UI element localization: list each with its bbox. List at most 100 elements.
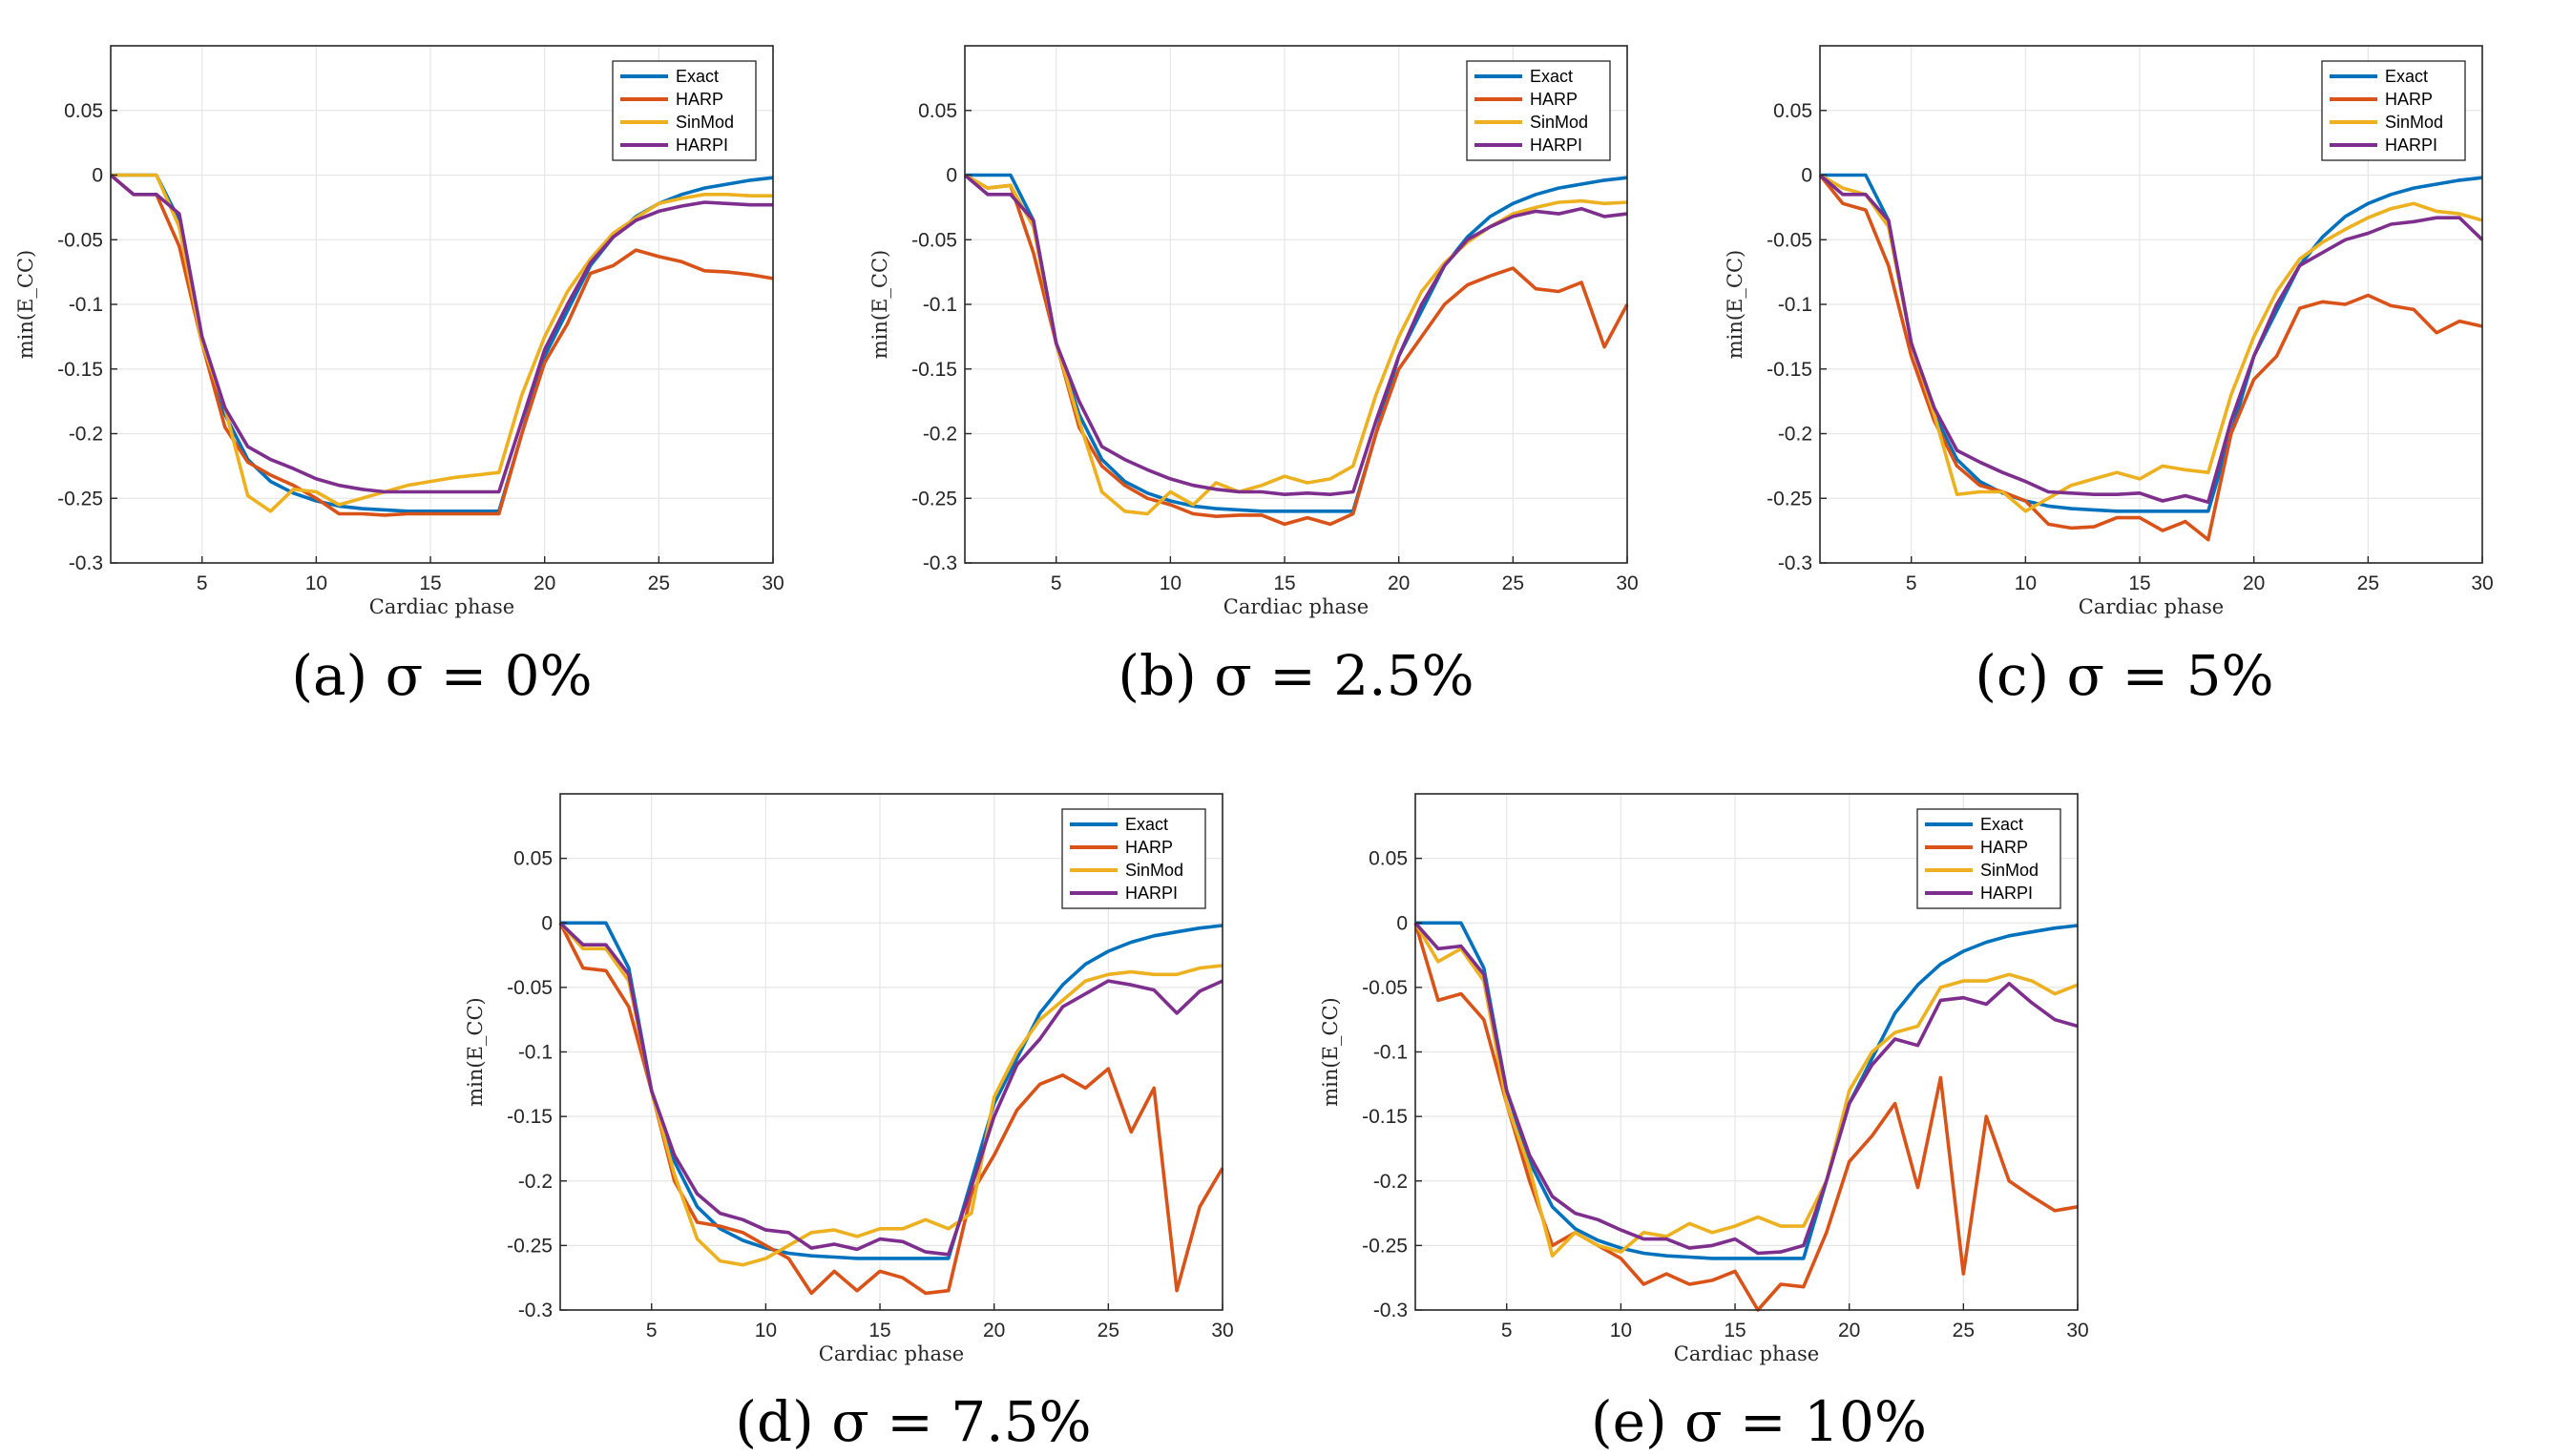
series-line-harpi <box>1413 922 2079 1256</box>
x-tick-label: 20 <box>533 572 555 594</box>
x-tick-label: 30 <box>2471 572 2493 594</box>
y-tick-label: -0.05 <box>1767 229 1812 251</box>
chart-panel-1: 5 10 15 20 25 30 -0.3 -0.25 -0.2 -0.15 -0.1 -0.05 0 0… <box>868 45 1639 708</box>
y-tick-label: -0.05 <box>57 229 103 251</box>
y-tick-label: -0.1 <box>69 294 103 316</box>
y-axis-label: min(E_CC) <box>464 997 487 1107</box>
series-line-harpi <box>963 174 1628 497</box>
y-tick-label: -0.25 <box>507 1235 553 1257</box>
y-tick-label: 0.05 <box>64 100 103 122</box>
y-tick-label: -0.3 <box>1373 1300 1408 1321</box>
y-tick-label: -0.15 <box>1362 1106 1408 1128</box>
legend-entry-sinmod: SinMod <box>1125 861 1183 880</box>
y-tick-label: -0.05 <box>1362 977 1408 999</box>
y-tick-label: -0.15 <box>57 359 103 381</box>
legend-entry-exact: Exact <box>2385 67 2428 86</box>
x-tick-label: 15 <box>2128 572 2150 594</box>
legend: Exact HARP SinMod HARPI <box>2321 60 2466 161</box>
x-axis-label: Cardiac phase <box>1674 1342 1819 1365</box>
y-tick-label: -0.15 <box>507 1106 553 1128</box>
series-line-harp <box>1413 922 2079 1312</box>
panel-caption: (b) σ = 2.5% <box>1118 643 1474 708</box>
y-tick-label: -0.15 <box>1767 359 1812 381</box>
legend: Exact HARP SinMod HARPI <box>1916 808 2061 909</box>
y-tick-label: 0.05 <box>918 100 957 122</box>
legend: Exact HARP SinMod HARPI <box>612 60 757 161</box>
y-tick-label: -0.2 <box>69 424 103 446</box>
x-tick-label: 20 <box>983 1320 1005 1342</box>
legend-entry-harpi: HARPI <box>1125 884 1178 903</box>
legend-entry-sinmod: SinMod <box>1530 113 1588 132</box>
x-tick-label: 15 <box>868 1320 890 1342</box>
series-line-harpi <box>109 174 773 494</box>
y-tick-label: 0 <box>541 912 553 934</box>
series-line-harp <box>1818 174 2483 542</box>
y-tick-label: -0.05 <box>911 229 957 251</box>
legend-entry-sinmod: SinMod <box>1980 861 2039 880</box>
legend-entry-sinmod: SinMod <box>2385 113 2443 132</box>
y-tick-label: -0.1 <box>1373 1042 1408 1064</box>
x-tick-label: 10 <box>755 1320 777 1342</box>
chart-panel-0: 5 10 15 20 25 30 -0.3 -0.25 -0.2 -0.15 -0.1 -0.05 0 0… <box>14 45 784 708</box>
y-tick-label: 0.05 <box>1773 100 1812 122</box>
legend-entry-harpi: HARPI <box>1980 884 2033 903</box>
series-line-sinmod <box>1413 922 2079 1258</box>
y-axis-label: min(E_CC) <box>868 250 891 360</box>
chart-panel-2: 5 10 15 20 25 30 -0.3 -0.25 -0.2 -0.15 -0.1 -0.05 0 0… <box>1724 45 2494 708</box>
x-tick-label: 30 <box>1616 572 1638 594</box>
y-tick-label: 0 <box>92 165 103 187</box>
x-tick-label: 10 <box>305 572 327 594</box>
y-tick-label: -0.1 <box>923 294 957 316</box>
legend-entry-sinmod: SinMod <box>676 113 734 132</box>
y-tick-label: -0.2 <box>1373 1171 1408 1193</box>
series-line-sinmod <box>1819 173 2483 513</box>
x-tick-label: 30 <box>2066 1320 2088 1342</box>
y-tick-label: -0.1 <box>1778 294 1812 316</box>
x-tick-label: 20 <box>1388 572 1410 594</box>
series-line-sinmod <box>964 173 1628 516</box>
legend-entry-exact: Exact <box>1530 67 1573 86</box>
y-tick-label: 0 <box>1396 912 1408 934</box>
y-tick-label: -0.3 <box>1778 552 1812 574</box>
x-tick-label: 25 <box>2357 572 2379 594</box>
panel-caption: (c) σ = 5% <box>1975 643 2273 708</box>
x-axis-label: Cardiac phase <box>819 1342 964 1365</box>
y-tick-label: -0.25 <box>911 488 957 510</box>
x-tick-label: 15 <box>419 572 441 594</box>
x-tick-label: 5 <box>1906 572 1917 594</box>
series-line-harp <box>109 174 774 517</box>
y-tick-label: -0.25 <box>1362 1235 1408 1257</box>
legend: Exact HARP SinMod HARPI <box>1061 808 1206 909</box>
y-tick-label: 0 <box>946 165 957 187</box>
x-tick-label: 10 <box>1160 572 1181 594</box>
panel-caption: (e) σ = 10% <box>1591 1389 1927 1454</box>
legend: Exact HARP SinMod HARPI <box>1466 60 1611 161</box>
y-tick-label: -0.1 <box>518 1042 553 1064</box>
y-tick-label: 0 <box>1801 165 1812 187</box>
y-tick-label: 0.05 <box>513 848 553 870</box>
x-tick-label: 25 <box>1953 1320 1975 1342</box>
y-axis-label: min(E_CC) <box>1724 250 1746 360</box>
y-tick-label: -0.3 <box>69 552 103 574</box>
y-tick-label: -0.2 <box>518 1171 553 1193</box>
x-tick-label: 5 <box>646 1320 658 1342</box>
y-tick-label: -0.3 <box>518 1300 553 1321</box>
legend-entry-harp: HARP <box>2385 90 2433 109</box>
series-line-sinmod <box>558 922 1223 1267</box>
x-tick-label: 25 <box>1502 572 1524 594</box>
x-tick-label: 25 <box>1098 1320 1119 1342</box>
series-line-harpi <box>558 922 1223 1257</box>
legend-entry-exact: Exact <box>676 67 719 86</box>
x-tick-label: 15 <box>1724 1320 1746 1342</box>
x-tick-label: 15 <box>1273 572 1295 594</box>
legend-entry-harpi: HARPI <box>1530 135 1582 155</box>
chart-panel-4: 5 10 15 20 25 30 -0.3 -0.25 -0.2 -0.15 -0.1 -0.05 0 0… <box>1319 793 2089 1454</box>
series-line-exact <box>1415 921 2079 1260</box>
x-tick-label: 10 <box>2015 572 2037 594</box>
y-tick-label: -0.2 <box>1778 424 1812 446</box>
y-axis-label: min(E_CC) <box>1319 997 1342 1107</box>
y-tick-label: -0.3 <box>923 552 957 574</box>
x-tick-label: 20 <box>1838 1320 1860 1342</box>
legend-entry-harp: HARP <box>1980 838 2028 857</box>
